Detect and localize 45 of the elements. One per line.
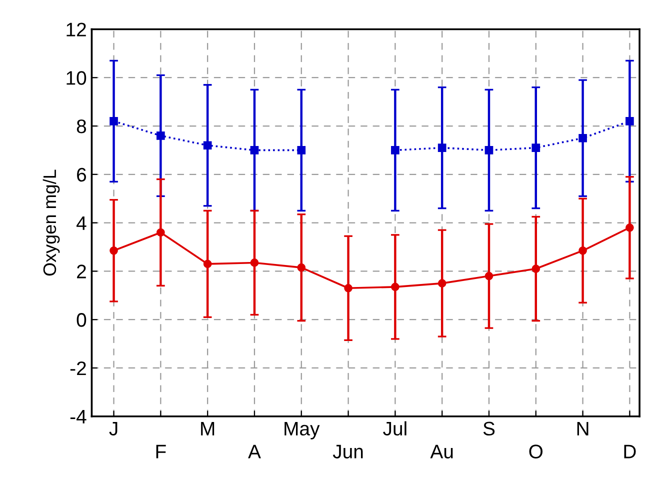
- point: [438, 144, 446, 152]
- point: [391, 146, 400, 154]
- point: [626, 117, 634, 126]
- point: [578, 246, 587, 255]
- point: [626, 223, 634, 232]
- x-tick-label: S: [483, 422, 495, 436]
- x-tick-label: N: [577, 422, 588, 436]
- y-tick-label: -2: [70, 361, 86, 376]
- x-tick-label: F: [156, 444, 166, 458]
- y-tick-label: -4: [70, 410, 86, 424]
- point: [110, 246, 118, 255]
- x-tick-label: May: [284, 422, 320, 440]
- y-axis-title: Oxygen mg/L: [42, 170, 60, 276]
- point: [156, 132, 165, 140]
- x-tick-label: D: [624, 444, 636, 458]
- x-tick-label: A: [248, 444, 261, 458]
- point: [203, 260, 212, 268]
- point: [203, 141, 212, 150]
- point: [391, 282, 400, 292]
- x-tick-label: Jul: [383, 421, 406, 436]
- y-tick-label: 12: [66, 22, 86, 36]
- x-tick-label: Jun: [332, 444, 363, 458]
- y-tick-label: 4: [76, 216, 86, 230]
- y-tick-label: 2: [77, 264, 86, 278]
- point: [297, 146, 306, 154]
- point: [344, 284, 352, 292]
- point: [578, 134, 587, 142]
- point: [250, 146, 259, 154]
- y-tick-label: 0: [76, 313, 86, 327]
- point: [110, 117, 118, 126]
- point: [532, 264, 540, 273]
- y-tick-label: 6: [77, 168, 86, 182]
- point: [438, 279, 446, 288]
- x-tick-label: O: [529, 444, 543, 458]
- point: [156, 228, 165, 237]
- point: [250, 258, 259, 267]
- y-tick-label: 8: [76, 119, 86, 134]
- x-tick-label: Au: [430, 444, 453, 458]
- y-tick-label: 10: [66, 71, 86, 85]
- point: [484, 272, 494, 280]
- x-tick-label: M: [201, 422, 214, 436]
- point: [297, 263, 306, 272]
- point: [532, 144, 540, 152]
- x-tick-label: J: [109, 422, 118, 436]
- point: [484, 146, 494, 154]
